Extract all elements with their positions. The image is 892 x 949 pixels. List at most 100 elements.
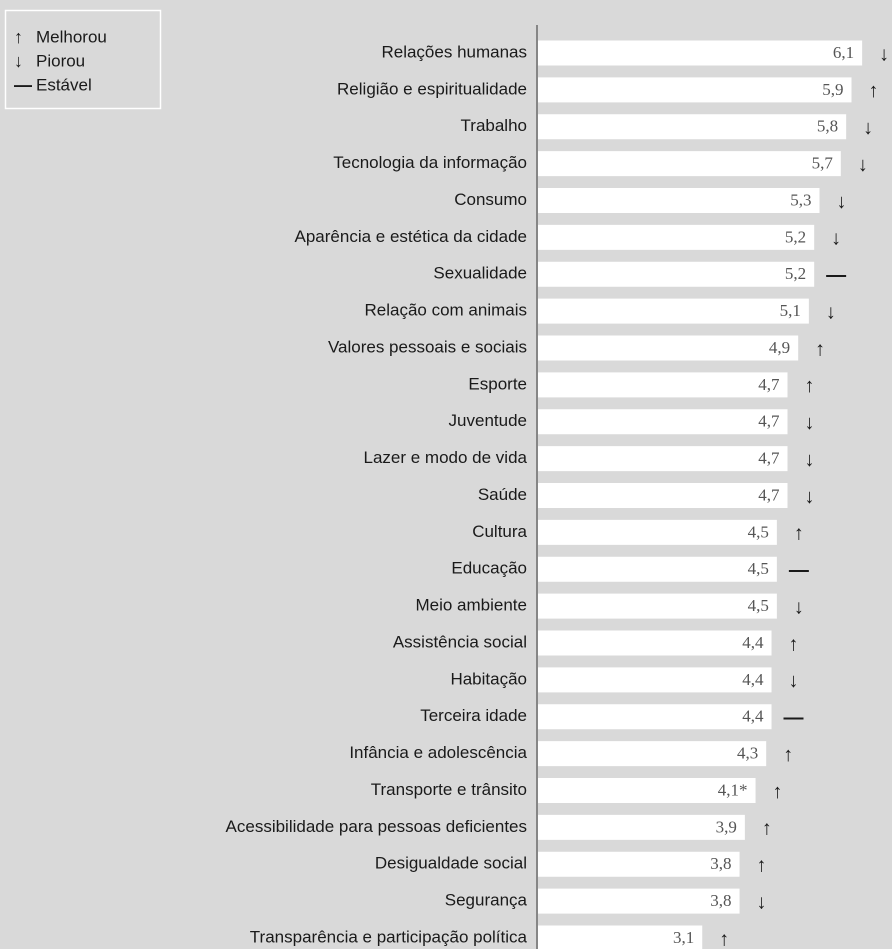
bar	[538, 483, 788, 508]
trend-arrow: ↑	[719, 928, 729, 949]
category-label: Religião e espiritualidade	[337, 79, 527, 98]
bar	[538, 224, 815, 250]
bar	[538, 519, 777, 545]
bar	[538, 925, 703, 949]
trend-arrow: ↑	[783, 744, 793, 766]
category-label: Habitação	[450, 669, 527, 688]
value-label: 4,7	[758, 485, 780, 504]
category-label: Terceira idade	[420, 706, 527, 725]
bar	[538, 298, 809, 324]
trend-arrow: ↑	[757, 855, 767, 877]
trend-arrow: ↓	[757, 891, 767, 913]
bar	[538, 814, 745, 840]
category-label: Trabalho	[461, 116, 527, 135]
legend-label: Estável	[36, 75, 92, 94]
bar	[538, 741, 767, 767]
value-label: 4,1*	[718, 780, 748, 799]
bar	[538, 372, 788, 398]
value-label: 3,1	[673, 928, 694, 947]
bar	[538, 630, 772, 656]
value-label: 5,2	[785, 264, 806, 283]
bar	[538, 335, 799, 361]
category-label: Cultura	[472, 522, 527, 541]
trend-arrow: ↑	[794, 523, 804, 545]
category-label: Transparência e participação política	[250, 927, 528, 946]
value-label: 5,3	[790, 190, 811, 209]
bar	[538, 667, 772, 693]
category-label: Lazer e modo de vida	[364, 448, 528, 467]
trend-arrow: ↓	[794, 596, 804, 618]
category-label: Acessibilidade para pessoas deficientes	[226, 817, 527, 836]
category-label: Relação com animais	[364, 301, 527, 320]
legend-symbol: ↓	[14, 51, 23, 71]
value-label: 3,9	[716, 817, 737, 836]
value-label: 6,1	[833, 43, 854, 62]
value-label: 4,5	[748, 522, 769, 541]
legend-symbol: ↑	[14, 27, 23, 47]
value-label: 4,5	[748, 559, 769, 578]
value-label: 4,3	[737, 744, 758, 763]
bar	[538, 851, 740, 877]
trend-arrow: ↓	[837, 191, 847, 213]
trend-arrow: ↑	[868, 80, 878, 102]
value-label: 5,9	[822, 80, 843, 99]
trend-arrow: ↓	[805, 486, 815, 508]
trend-arrow: ↑	[805, 375, 815, 397]
bar	[538, 114, 847, 140]
trend-arrow: ↓	[826, 301, 836, 323]
value-label: 4,5	[748, 596, 769, 615]
value-label: 5,8	[817, 117, 838, 136]
value-label: 5,7	[812, 154, 834, 173]
trend-arrow: ↑	[773, 781, 783, 803]
legend-box	[4, 9, 162, 110]
category-label: Assistência social	[393, 632, 527, 651]
value-label: 4,4	[742, 707, 764, 726]
category-label: Transporte e trânsito	[371, 780, 527, 799]
category-label: Desigualdade social	[375, 854, 527, 873]
bar	[538, 409, 788, 435]
category-label: Sexualidade	[433, 264, 527, 283]
trend-arrow: —	[789, 560, 809, 582]
value-label: 5,1	[780, 301, 801, 320]
bar	[538, 77, 852, 103]
category-label: Meio ambiente	[415, 596, 527, 615]
category-label: Educação	[451, 559, 527, 578]
value-label: 4,7	[758, 412, 780, 431]
trend-arrow: —	[826, 265, 846, 287]
value-label: 4,9	[769, 338, 790, 357]
bar	[538, 261, 815, 287]
trend-arrow: —	[784, 707, 804, 729]
bar	[538, 151, 841, 177]
legend-label: Melhorou	[36, 27, 107, 46]
bar	[538, 40, 863, 66]
bar	[538, 188, 820, 213]
category-label: Tecnologia da informação	[333, 153, 527, 172]
bar	[538, 888, 740, 914]
trend-arrow: ↑	[762, 818, 772, 840]
bar	[538, 778, 756, 803]
category-label: Aparência e estética da cidade	[295, 227, 528, 246]
bar	[538, 593, 777, 619]
value-label: 5,2	[785, 227, 806, 246]
trend-arrow: ↓	[831, 228, 841, 250]
trend-arrow: ↓	[863, 117, 873, 139]
legend-symbol: —	[14, 75, 32, 95]
category-label: Valores pessoais e sociais	[328, 337, 527, 356]
category-label: Juventude	[449, 411, 527, 430]
category-label: Segurança	[445, 891, 528, 910]
value-label: 4,7	[758, 375, 780, 394]
value-label: 4,4	[742, 633, 764, 652]
category-label: Saúde	[478, 485, 527, 504]
category-label: Esporte	[468, 374, 527, 393]
trend-arrow: ↓	[805, 449, 815, 471]
category-label: Consumo	[454, 190, 527, 209]
trend-arrow: ↓	[789, 670, 799, 692]
category-label: Infância e adolescência	[349, 743, 527, 762]
bar	[538, 704, 772, 730]
category-label: Relações humanas	[381, 42, 527, 61]
trend-arrow: ↑	[815, 338, 825, 360]
value-label: 4,7	[758, 449, 780, 468]
trend-arrow: ↓	[805, 412, 815, 434]
